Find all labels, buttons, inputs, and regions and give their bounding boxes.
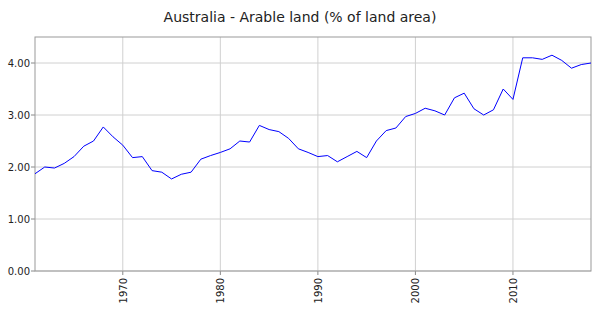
tick-mark	[122, 271, 123, 275]
plot-area	[35, 55, 591, 179]
tick-mark	[31, 115, 35, 116]
x-tick-label: 1990	[313, 278, 324, 303]
y-tick-label: 1.00	[8, 214, 30, 225]
grid-line	[220, 37, 221, 271]
x-tick-label: 1970	[118, 278, 129, 303]
grid	[35, 37, 591, 271]
x-tick-label: 2000	[410, 278, 421, 303]
tick-mark	[415, 271, 416, 275]
grid-line	[35, 115, 591, 116]
grid-line	[415, 37, 416, 271]
y-tick-label: 3.00	[8, 110, 30, 121]
title: Australia - Arable land (% of land area)	[164, 9, 437, 25]
tick-mark	[317, 271, 318, 275]
x-tick-label: 2010	[508, 278, 519, 303]
background	[0, 0, 600, 315]
grid-line	[317, 37, 318, 271]
plot-frame	[35, 37, 591, 271]
grid-line	[35, 63, 591, 64]
x-tick-label: 1980	[215, 278, 226, 303]
grid-line	[35, 219, 591, 220]
tick-mark	[31, 167, 35, 168]
grid-line	[122, 37, 123, 271]
tick-mark	[31, 63, 35, 64]
tick-mark	[220, 271, 221, 275]
y-tick-label: 0.00	[8, 266, 30, 277]
tick-mark	[512, 271, 513, 275]
y-tick-label: 4.00	[8, 58, 30, 69]
data-line	[35, 55, 591, 179]
y-tick-label: 2.00	[8, 162, 30, 173]
tick-mark	[31, 219, 35, 220]
chart: Australia - Arable land (% of land area)…	[0, 0, 600, 315]
grid-line	[512, 37, 513, 271]
grid-line	[35, 167, 591, 168]
tick-mark	[31, 271, 35, 272]
